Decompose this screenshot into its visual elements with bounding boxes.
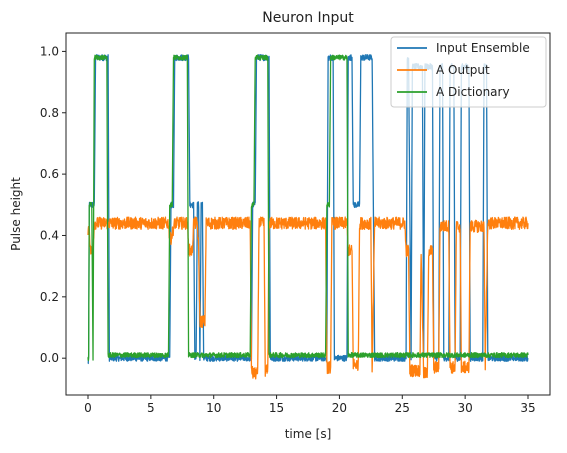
y-tick-label: 0.8 (40, 106, 59, 120)
y-axis: 0.0 0.2 0.4 0.6 0.8 1.0 (40, 44, 66, 365)
series-line-a-output (87, 216, 529, 380)
plot-area (65, 32, 551, 396)
x-tick-label: 30 (458, 401, 473, 415)
x-tick-label: 35 (520, 401, 535, 415)
y-axis-label: Pulse height (9, 177, 23, 251)
x-tick-label: 20 (332, 401, 347, 415)
legend-label-a-dictionary: A Dictionary (436, 85, 510, 99)
y-tick-label: 0.2 (40, 290, 59, 304)
x-tick-label: 10 (206, 401, 221, 415)
x-tick-label: 5 (147, 401, 155, 415)
chart-title: Neuron Input (262, 10, 354, 26)
plot-frame (65, 32, 551, 396)
legend-box (390, 36, 547, 108)
legend-label-input-ensemble: Input Ensemble (436, 41, 530, 55)
y-tick-label: 0.4 (40, 228, 59, 242)
x-tick-label: 15 (269, 401, 284, 415)
x-axis-label: time [s] (285, 427, 332, 441)
x-tick-label: 0 (84, 401, 92, 415)
y-tick-label: 0.6 (40, 167, 59, 181)
y-tick-label: 0.0 (40, 351, 59, 365)
x-axis: 0 5 10 15 20 25 30 35 (84, 395, 536, 415)
legend-label-a-output: A Output (436, 63, 490, 77)
series-layer (87, 53, 529, 380)
y-tick-label: 1.0 (40, 44, 59, 58)
x-tick-label: 25 (395, 401, 410, 415)
series-line-a-dictionary (87, 54, 529, 362)
legend: Input Ensemble A Output A Dictionary (390, 36, 547, 108)
